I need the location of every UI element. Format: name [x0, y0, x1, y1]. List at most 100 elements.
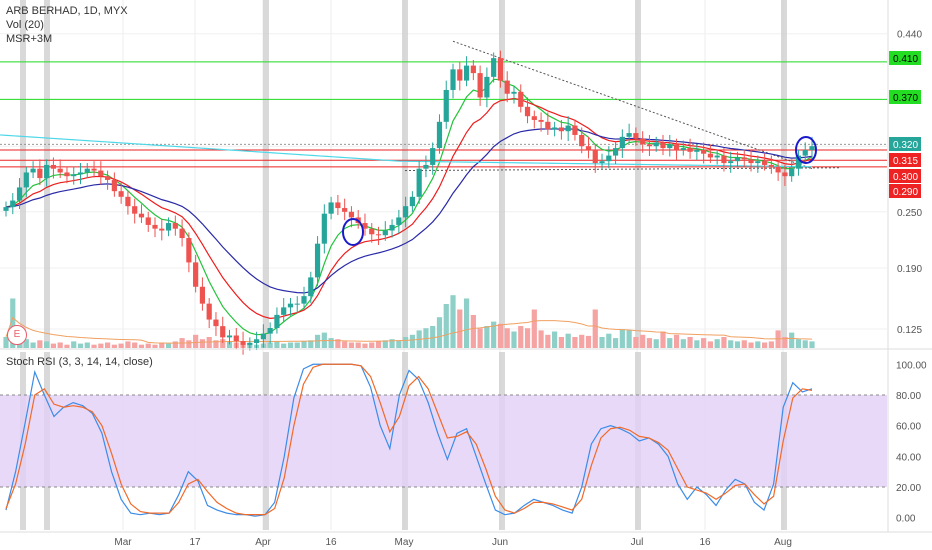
- candle-body[interactable]: [585, 146, 592, 150]
- candle-body[interactable]: [335, 202, 341, 209]
- candle-body[interactable]: [524, 106, 531, 117]
- candle-body[interactable]: [362, 223, 368, 229]
- candle-body[interactable]: [409, 196, 415, 207]
- candle-body[interactable]: [491, 58, 497, 77]
- candle-body[interactable]: [159, 228, 165, 231]
- candle-body[interactable]: [10, 200, 16, 208]
- candle-body[interactable]: [84, 168, 90, 173]
- candle-body[interactable]: [619, 136, 625, 149]
- candle-body[interactable]: [314, 243, 321, 278]
- candle-body[interactable]: [775, 166, 781, 173]
- candle-body[interactable]: [497, 58, 504, 81]
- candle-body[interactable]: [132, 206, 138, 214]
- candle-body[interactable]: [396, 217, 402, 225]
- candle-body[interactable]: [3, 207, 9, 211]
- earnings-badge[interactable]: E: [7, 325, 27, 345]
- candle-body[interactable]: [77, 172, 84, 175]
- candle-body[interactable]: [172, 223, 178, 229]
- candle-body[interactable]: [382, 230, 388, 236]
- annotation-circle[interactable]: [795, 136, 817, 164]
- candle-body[interactable]: [572, 125, 578, 135]
- candle-body[interactable]: [457, 69, 463, 81]
- candle-body[interactable]: [741, 157, 747, 160]
- candle-body[interactable]: [599, 161, 605, 164]
- candle-body[interactable]: [687, 148, 693, 152]
- candle-body[interactable]: [206, 303, 212, 320]
- candle-body[interactable]: [504, 80, 510, 94]
- candle-body[interactable]: [430, 148, 436, 165]
- candle-body[interactable]: [98, 170, 104, 177]
- candle-body[interactable]: [375, 234, 382, 236]
- candle-body[interactable]: [538, 119, 544, 122]
- candle-body[interactable]: [673, 144, 680, 150]
- candle-body[interactable]: [436, 121, 443, 149]
- candle-body[interactable]: [342, 208, 348, 212]
- candle-body[interactable]: [518, 91, 524, 107]
- candle-body[interactable]: [118, 191, 124, 197]
- candle-body[interactable]: [321, 213, 327, 244]
- candle-body[interactable]: [626, 133, 632, 137]
- candle-body[interactable]: [511, 91, 517, 94]
- candle-body[interactable]: [152, 224, 158, 229]
- candle-body[interactable]: [138, 213, 145, 218]
- candle-body[interactable]: [179, 228, 185, 239]
- candle-body[interactable]: [16, 187, 23, 201]
- candle-body[interactable]: [247, 343, 253, 345]
- candle-body[interactable]: [802, 149, 808, 156]
- candle-body[interactable]: [44, 164, 50, 179]
- candle-body[interactable]: [707, 153, 714, 158]
- candle-body[interactable]: [308, 277, 314, 297]
- candle-body[interactable]: [104, 176, 111, 180]
- candle-body[interactable]: [660, 142, 666, 149]
- candle-body[interactable]: [612, 148, 619, 156]
- candle-body[interactable]: [789, 168, 795, 177]
- candle-body[interactable]: [484, 76, 490, 98]
- candle-body[interactable]: [768, 164, 774, 167]
- candle-body[interactable]: [531, 116, 537, 120]
- candle-body[interactable]: [667, 144, 673, 149]
- candle-body[interactable]: [145, 217, 151, 225]
- candle-body[interactable]: [267, 328, 273, 334]
- candle-body[interactable]: [328, 202, 334, 214]
- candle-body[interactable]: [111, 179, 117, 192]
- candle-body[interactable]: [186, 238, 192, 263]
- candle-body[interactable]: [287, 303, 294, 308]
- candle-body[interactable]: [416, 168, 422, 197]
- candle-body[interactable]: [714, 155, 720, 158]
- candle-body[interactable]: [558, 127, 564, 132]
- candle-body[interactable]: [463, 65, 470, 81]
- candle-body[interactable]: [734, 157, 741, 162]
- candle-body[interactable]: [281, 307, 287, 315]
- trendline[interactable]: [452, 40, 813, 170]
- candle-body[interactable]: [761, 161, 768, 165]
- candle-body[interactable]: [294, 303, 300, 305]
- candle-body[interactable]: [199, 286, 206, 304]
- candle-body[interactable]: [91, 168, 97, 171]
- candle-body[interactable]: [755, 161, 761, 164]
- candle-body[interactable]: [477, 73, 483, 98]
- candle-body[interactable]: [220, 326, 226, 338]
- candle-body[interactable]: [165, 223, 172, 231]
- candle-body[interactable]: [389, 224, 395, 231]
- candle-body[interactable]: [565, 125, 571, 132]
- candle-body[interactable]: [57, 168, 63, 173]
- candle-body[interactable]: [71, 174, 77, 177]
- candle-body[interactable]: [254, 339, 260, 343]
- candle-body[interactable]: [403, 206, 409, 218]
- candle-body[interactable]: [782, 172, 788, 177]
- candle-body[interactable]: [260, 333, 266, 340]
- candle-body[interactable]: [721, 155, 727, 164]
- candle-body[interactable]: [125, 196, 131, 207]
- candle-body[interactable]: [50, 164, 57, 169]
- candle-body[interactable]: [348, 211, 355, 218]
- candle-body[interactable]: [193, 262, 199, 287]
- candle-body[interactable]: [728, 161, 734, 164]
- candle-body[interactable]: [680, 148, 686, 150]
- annotation-circle[interactable]: [342, 218, 364, 246]
- candle-body[interactable]: [809, 146, 815, 150]
- candle-body[interactable]: [592, 149, 598, 164]
- candle-body[interactable]: [701, 149, 707, 154]
- candle-body[interactable]: [606, 155, 612, 162]
- candle-body[interactable]: [30, 168, 36, 173]
- candle-body[interactable]: [37, 168, 43, 179]
